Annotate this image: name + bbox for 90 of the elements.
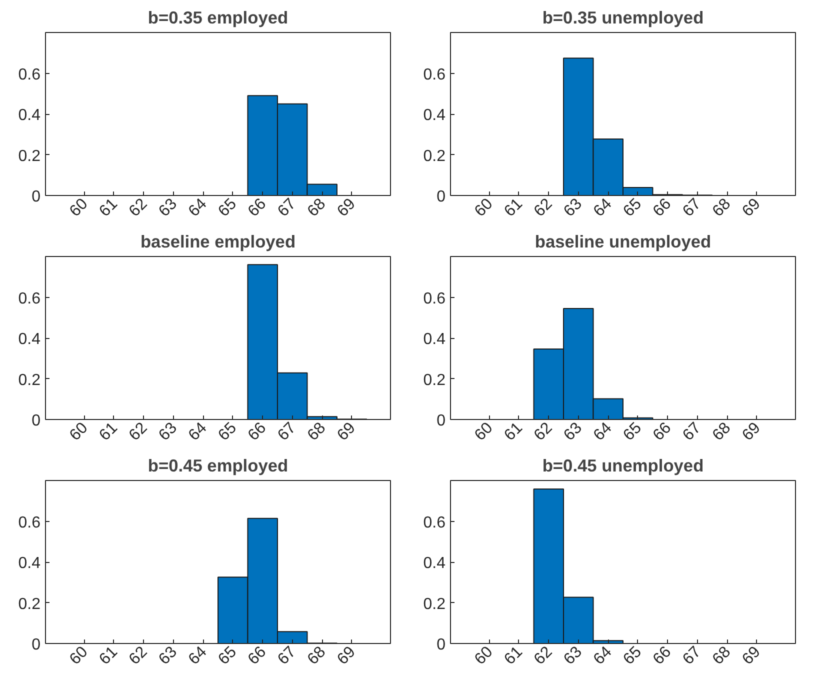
y-tick-label: 0.4 xyxy=(423,555,446,572)
x-tick-label: 67 xyxy=(680,419,704,444)
y-tick-label: 0.4 xyxy=(18,107,41,124)
x-tick-label: 67 xyxy=(680,643,704,668)
x-tick-label: 61 xyxy=(96,419,122,444)
y-tick-label: 0.6 xyxy=(423,514,446,532)
x-tick-label: 67 xyxy=(274,419,300,444)
y-tick-label: 0.2 xyxy=(18,372,41,389)
y-tick-label: 0 xyxy=(436,636,446,654)
y-tick-label: 0.2 xyxy=(423,148,446,165)
x-tick-label: 65 xyxy=(215,643,240,668)
x-tick-label: 62 xyxy=(531,195,556,220)
x-tick-label: 62 xyxy=(126,643,151,668)
x-tick-label: 64 xyxy=(186,419,210,444)
y-tick-label: 0.2 xyxy=(18,148,41,165)
x-tick-label: 62 xyxy=(126,419,151,444)
x-tick-label: 65 xyxy=(620,195,646,220)
x-tick-label: 64 xyxy=(590,195,616,220)
x-tick-label: 61 xyxy=(96,195,122,220)
chart-title: b=0.45 unemployed xyxy=(542,456,704,476)
x-tick-label: 64 xyxy=(186,643,210,668)
x-tick-label: 63 xyxy=(156,643,181,668)
x-tick-label: 62 xyxy=(531,419,556,444)
x-tick-label: 60 xyxy=(66,419,92,444)
x-tick-label: 63 xyxy=(560,643,586,668)
y-tick-label: 0.6 xyxy=(423,66,446,84)
x-tick-label: 66 xyxy=(650,195,675,220)
x-tick-label: 66 xyxy=(245,195,270,220)
y-tick-label: 0 xyxy=(32,636,41,654)
y-tick-label: 0.6 xyxy=(18,290,41,308)
x-tick-label: 61 xyxy=(96,643,122,668)
chart-title: b=0.35 employed xyxy=(148,8,288,28)
x-tick-label: 68 xyxy=(710,643,734,668)
x-tick-label: 69 xyxy=(739,643,764,668)
x-tick-label: 60 xyxy=(472,643,496,668)
y-tick-label: 0 xyxy=(436,412,446,430)
x-tick-label: 69 xyxy=(739,195,764,220)
x-tick-label: 66 xyxy=(245,419,270,444)
x-tick-label: 63 xyxy=(156,195,181,220)
x-tick-label: 65 xyxy=(215,195,240,220)
x-tick-label: 66 xyxy=(650,419,675,444)
x-tick-label: 69 xyxy=(739,419,764,444)
x-tick-label: 66 xyxy=(650,643,675,668)
x-tick-label: 67 xyxy=(274,643,300,668)
chart-title: baseline employed xyxy=(140,232,296,252)
x-tick-label: 62 xyxy=(531,643,556,668)
x-tick-label: 61 xyxy=(501,195,526,220)
x-tick-label: 65 xyxy=(215,419,240,444)
x-tick-label: 65 xyxy=(620,643,646,668)
x-tick-label: 60 xyxy=(472,195,496,220)
x-tick-label: 67 xyxy=(274,195,300,220)
x-tick-label: 68 xyxy=(710,419,734,444)
x-tick-label: 64 xyxy=(590,643,616,668)
y-tick-label: 0 xyxy=(32,188,41,206)
y-tick-label: 0 xyxy=(32,412,41,430)
y-tick-label: 0.2 xyxy=(18,596,41,613)
x-tick-label: 66 xyxy=(245,643,270,668)
x-tick-label: 64 xyxy=(186,195,210,220)
x-tick-label: 68 xyxy=(304,195,330,220)
x-tick-label: 69 xyxy=(334,643,359,668)
x-tick-label: 68 xyxy=(304,643,330,668)
x-tick-label: 61 xyxy=(501,643,526,668)
x-tick-label: 64 xyxy=(590,419,616,444)
y-tick-label: 0.6 xyxy=(423,290,446,308)
y-tick-label: 0.4 xyxy=(18,555,41,572)
x-tick-label: 60 xyxy=(472,419,496,444)
x-tick-label: 61 xyxy=(501,419,526,444)
y-tick-label: 0.4 xyxy=(18,331,41,348)
x-tick-label: 62 xyxy=(126,195,151,220)
x-tick-label: 65 xyxy=(620,419,646,444)
x-tick-label: 63 xyxy=(560,195,586,220)
chart-title: b=0.45 employed xyxy=(148,456,288,476)
x-tick-label: 69 xyxy=(334,195,359,220)
x-tick-label: 63 xyxy=(560,419,586,444)
x-tick-label: 63 xyxy=(156,419,181,444)
y-tick-label: 0.2 xyxy=(423,372,446,389)
y-tick-label: 0.2 xyxy=(423,596,446,613)
y-tick-label: 0.6 xyxy=(18,514,41,532)
y-tick-label: 0.4 xyxy=(423,331,446,348)
y-tick-label: 0.6 xyxy=(18,66,41,84)
chart-title: b=0.35 unemployed xyxy=(542,8,704,28)
x-tick-label: 69 xyxy=(334,419,359,444)
x-tick-label: 68 xyxy=(304,419,330,444)
y-tick-label: 0.4 xyxy=(423,107,446,124)
x-tick-label: 68 xyxy=(710,195,734,220)
x-tick-label: 67 xyxy=(680,195,704,220)
chart-title: baseline unemployed xyxy=(534,232,712,252)
x-tick-label: 60 xyxy=(66,195,92,220)
x-tick-label: 60 xyxy=(66,643,92,668)
y-tick-label: 0 xyxy=(436,188,446,206)
